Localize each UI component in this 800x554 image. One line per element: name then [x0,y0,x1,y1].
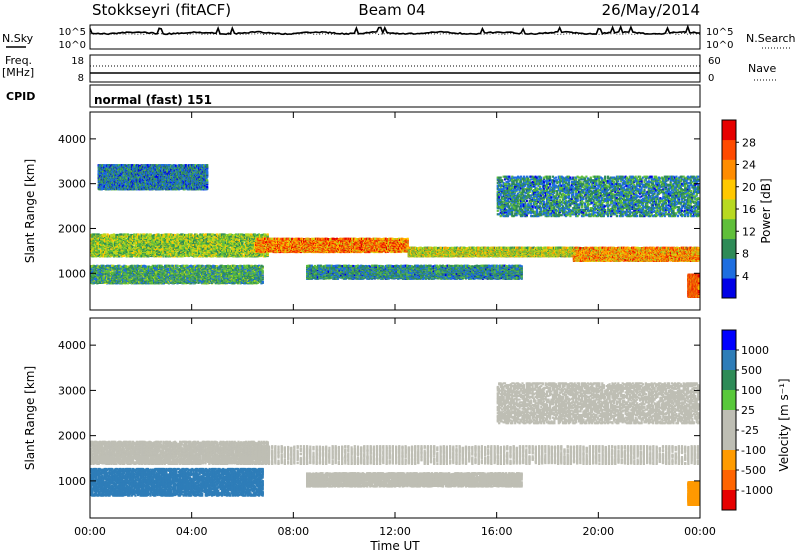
noise-sky-label: N.Sky [2,32,34,45]
power-cell [118,255,120,257]
frequency-tick-top: 18 [71,56,84,67]
power-cell [267,233,269,235]
power-cell [162,254,164,256]
noise-panel: N.Sky 10^5 10^0 10^5 10^0 N.Search [2,25,796,51]
noise-tick-top-right: 10^5 [706,27,733,38]
figure: Stokkseyri (fitACF) Beam 04 26/May/2014 … [0,0,800,554]
noise-tick-bottom-right: 10^0 [706,40,733,51]
cpid-label: CPID [6,90,35,103]
power-cell [121,233,123,235]
noise-tick-bottom-left: 10^0 [59,40,86,51]
power-cell [229,248,231,250]
cpid-value: normal (fast) 151 [94,93,212,107]
noise-panel-frame [90,25,700,49]
frequency-panel-frame [90,55,700,82]
frequency-panel: Freq. [MHz] 18 8 60 0 Nave [2,54,778,84]
frequency-tick-bottom: 8 [78,73,84,84]
station-title: Stokkseyri (fitACF) [92,1,231,19]
frequency-label-line2: [MHz] [2,66,34,79]
nave-label: Nave [748,62,776,75]
nave-tick-bottom: 0 [708,73,714,84]
power-cell [127,233,129,235]
date-title: 26/May/2014 [602,1,700,19]
power-cell [174,234,176,236]
noise-search-label: N.Search [746,32,796,45]
power-cell [104,233,106,235]
power-cells [90,164,700,298]
nave-tick-top: 60 [708,56,721,67]
power-cell [222,241,224,243]
power-cell [137,233,139,235]
cpid-panel: CPID normal (fast) 151 [6,85,700,107]
beam-title: Beam 04 [358,1,425,19]
noise-tick-top-left: 10^5 [59,27,86,38]
